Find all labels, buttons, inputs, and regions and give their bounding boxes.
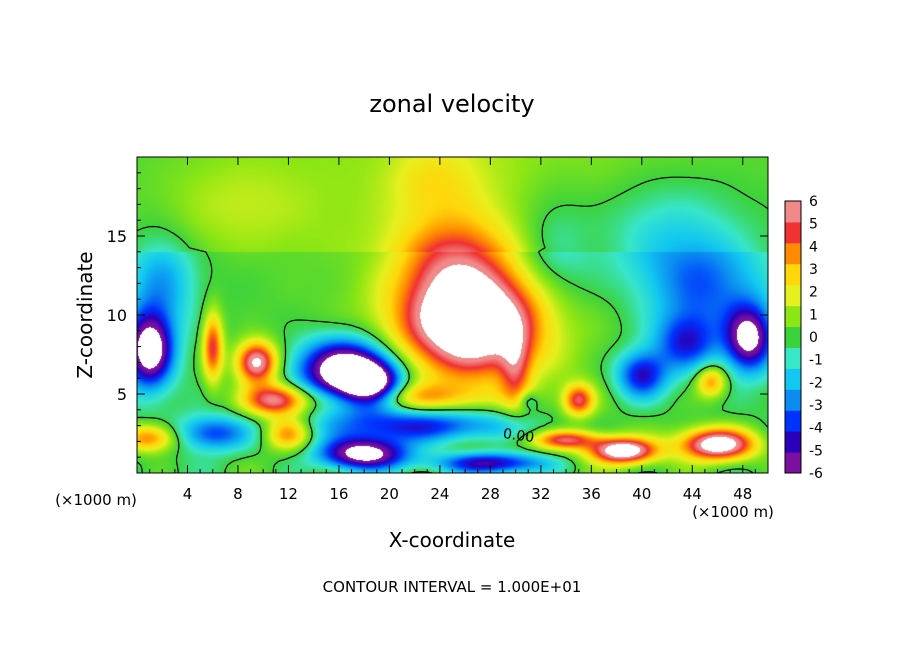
x-tick-label: 28 xyxy=(481,485,500,503)
x-tick-label: 36 xyxy=(582,485,601,503)
colorbar: 6 5 4 3 2 1 0 -1 -2 -3 -4 -5 -6 xyxy=(784,194,823,482)
colorbar-tick-label: -6 xyxy=(809,466,823,482)
x-tick-label: 4 xyxy=(183,485,193,503)
y-axis-ticks: 5 10 15 xyxy=(107,172,768,458)
colorbar-swatch xyxy=(785,452,801,474)
colorbar-tick-label: 4 xyxy=(809,239,818,255)
zero-contour-line xyxy=(136,176,769,474)
x-tick-label: 44 xyxy=(683,485,702,503)
x-tick-label: 12 xyxy=(279,485,298,503)
x-tick-label: 40 xyxy=(632,485,651,503)
y-tick-label: 10 xyxy=(107,306,127,325)
colorbar-tick-label: -3 xyxy=(809,398,823,414)
y-axis-label: Z-coordinate xyxy=(73,251,97,378)
colorbar-swatch xyxy=(785,221,801,244)
colorbar-swatch xyxy=(785,347,801,369)
x-tick-label: 8 xyxy=(233,485,243,503)
y-tick-label: 15 xyxy=(107,227,127,246)
x-tick-label: 48 xyxy=(733,485,752,503)
colorbar-tick-label: -5 xyxy=(809,443,823,459)
colorbar-frame xyxy=(784,200,802,474)
colorbar-tick-label: 2 xyxy=(809,285,818,301)
x-axis-label: X-coordinate xyxy=(389,528,516,552)
colorbar-tick-label: 6 xyxy=(809,194,818,210)
contour-label: 0.00 xyxy=(502,426,535,446)
x-axis-ticks: 4 8 12 16 20 24 28 32 36 40 44 48 xyxy=(149,157,756,503)
colorbar-swatch xyxy=(785,389,801,411)
colorbar-tick-label: 5 xyxy=(809,217,818,233)
colorbar-swatch xyxy=(785,326,801,348)
colorbar-swatch xyxy=(785,368,801,390)
colorbar-tick-label: 3 xyxy=(809,262,818,278)
colorbar-swatch xyxy=(785,284,801,307)
y-tick-label: 5 xyxy=(117,385,127,404)
colorbar-swatch xyxy=(785,431,801,453)
x-tick-label: 24 xyxy=(430,485,449,503)
x-unit-label-left: (×1000 m) xyxy=(55,491,137,509)
colorbar-swatch xyxy=(785,201,801,223)
colorbar-swatch xyxy=(785,263,801,286)
x-tick-label: 20 xyxy=(380,485,399,503)
colorbar-tick-label: 0 xyxy=(809,330,818,346)
colorbar-swatch xyxy=(785,305,801,328)
colorbar-swatch xyxy=(785,242,801,265)
heatmap-field xyxy=(137,157,768,473)
colorbar-swatch xyxy=(785,410,801,432)
x-unit-label-right: (×1000 m) xyxy=(692,503,774,521)
x-tick-label: 16 xyxy=(329,485,348,503)
colorbar-tick-label: 1 xyxy=(809,307,818,323)
colorbar-tick-label: -1 xyxy=(809,353,823,369)
contour-lines xyxy=(136,176,769,474)
x-tick-label: 32 xyxy=(531,485,550,503)
colorbar-tick-label: -2 xyxy=(809,375,823,391)
contour-interval-footer: CONTOUR INTERVAL = 1.000E+01 xyxy=(323,578,582,596)
colorbar-tick-label: -4 xyxy=(809,421,823,437)
chart-title: zonal velocity xyxy=(369,90,534,118)
